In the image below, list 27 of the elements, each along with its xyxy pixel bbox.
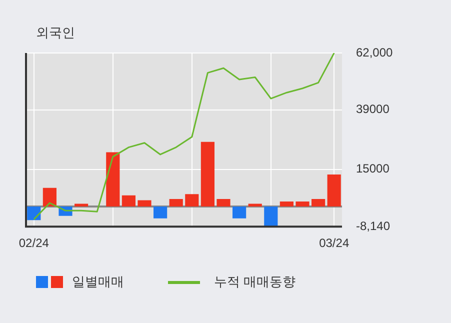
bar <box>232 206 246 218</box>
y-tick-label: 62,000 <box>356 45 394 60</box>
y-tick-label: -8,140 <box>356 218 390 233</box>
legend-label: 일별매매 <box>72 273 124 291</box>
y-tick-label: 39000 <box>356 102 390 116</box>
bar <box>138 200 152 206</box>
bar <box>27 206 41 220</box>
bar <box>200 142 214 206</box>
bar <box>169 199 183 206</box>
bar <box>106 152 120 206</box>
y-tick-label: 15000 <box>356 162 390 176</box>
legend-label: 누적 매매동향 <box>214 273 296 291</box>
bar <box>154 206 168 218</box>
bar <box>122 195 136 206</box>
bar <box>296 202 310 206</box>
chart-title: 외국인 <box>36 24 75 42</box>
bar <box>42 188 56 206</box>
bar <box>264 206 278 226</box>
bar <box>74 204 88 206</box>
bar <box>248 204 262 206</box>
bar <box>312 199 326 206</box>
x-tick-label: 02/24 <box>18 236 50 250</box>
x-tick-label: 03/24 <box>319 236 350 250</box>
bar <box>216 199 230 206</box>
bar <box>185 194 199 206</box>
bar <box>280 202 294 206</box>
bar <box>327 174 341 206</box>
